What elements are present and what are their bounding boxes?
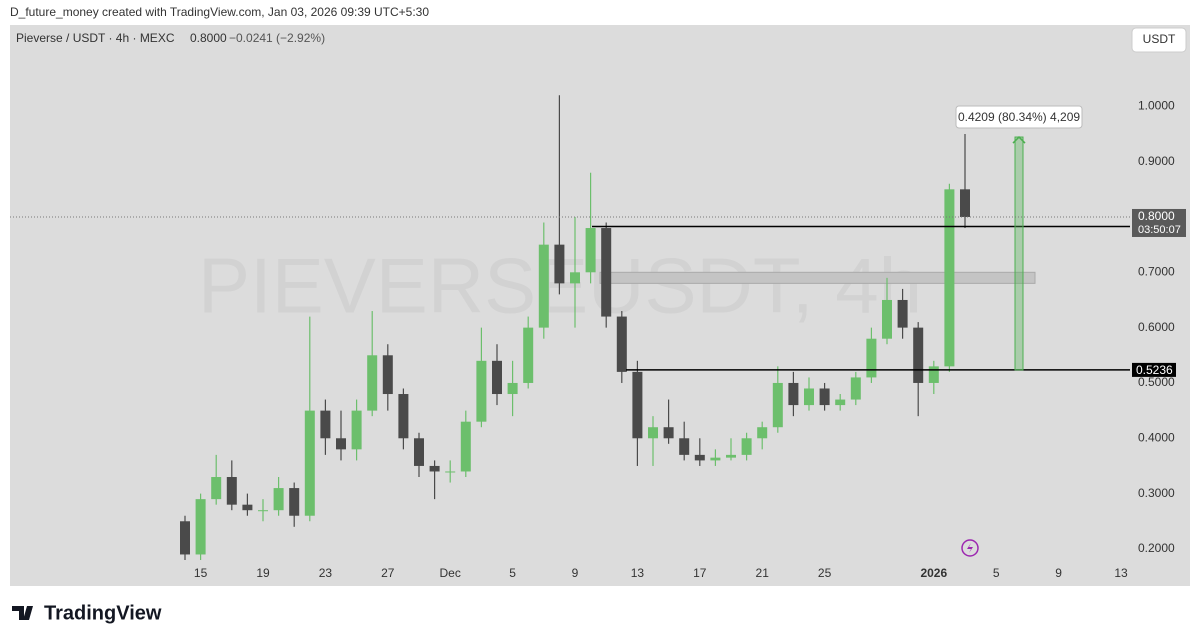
candle-body [460,421,471,472]
x-tick-label: 21 [756,566,770,580]
logo: TradingView [12,602,162,624]
footer: TradingView [44,602,162,624]
candle-body [897,299,908,328]
y-tick-label: 0.5000 [1138,375,1175,389]
candle-body [757,427,768,439]
x-tick-label: 13 [1114,566,1128,580]
x-tick-label: 25 [818,566,832,580]
x-tick-label: Dec [440,566,461,580]
header: D_future_money created with TradingView.… [10,5,429,19]
candle-body [819,388,830,406]
candle-body [429,465,440,472]
y-tick-label: 0.4000 [1138,430,1175,444]
candle-body [788,382,799,406]
x-tick-label: 19 [256,566,270,580]
candle-body [928,366,939,383]
candle-body [866,338,877,378]
candle-body [382,355,393,395]
candle-body [960,189,970,217]
candle-body [476,360,487,422]
candle-body [180,521,190,555]
candle-body [835,399,846,406]
candle-body [601,228,612,317]
candle-body [538,244,549,328]
x-tick-label: 13 [631,566,645,580]
candle-body [242,504,253,511]
candle-body [882,299,892,339]
candle-body [648,427,658,439]
candle-body [367,355,378,411]
candle-body [585,228,596,273]
countdown: 03:50:07 [1138,224,1181,236]
zone [599,271,1036,284]
event-icon[interactable] [961,539,979,557]
y-tick-label: 0.6000 [1138,320,1175,334]
logo-mark [12,606,33,620]
candle-body [336,438,346,450]
candle-body [507,382,518,395]
candle-body [694,454,705,461]
y-tick-label: 0.2000 [1138,541,1175,555]
x-tick-label: 5 [993,566,1000,580]
level-tag [1132,362,1176,377]
x-tick-label: 17 [693,566,707,580]
candle-body [570,272,580,284]
last-price: 0.8000 [190,31,227,45]
candle-body [398,394,409,439]
x-tick-label: 9 [1055,566,1062,580]
candle-body [772,382,783,428]
x-tick-label: 2026 [920,566,947,580]
candle-body [679,438,690,455]
candle-body [226,477,237,505]
candle-body [944,189,955,367]
candle-body [523,327,534,383]
x-tick-label: 9 [572,566,579,580]
candle-body [726,454,736,458]
last-price-tag [1132,208,1186,237]
candle-body [616,316,627,372]
x-tick-label: 5 [509,566,516,580]
candle-body [258,510,268,512]
candle-body [632,371,643,439]
candle-body [741,438,752,455]
candle-body [710,457,721,461]
measure-label: 0.4209 (80.34%) 4,209 [958,110,1080,124]
price-change: −0.0241 (−2.92%) [229,31,325,45]
level-label: 0.5236 [1136,363,1173,377]
candle-body [195,499,206,555]
candle-body [211,477,222,500]
last-price-axis-label: 0.8000 [1138,209,1175,223]
y-tick-label: 1.0000 [1138,99,1175,113]
candle-body [850,377,861,400]
candle-body [414,438,424,466]
candle-body [273,488,284,511]
candle-body [289,488,300,516]
x-tick-label: 23 [319,566,333,580]
candle-body [913,327,924,383]
y-tick-label: 0.3000 [1138,486,1175,500]
measure-range [1014,136,1024,371]
chart-title: Pieverse / USDT · 4h · MEXC [16,31,175,45]
x-tick-label: 27 [381,566,395,580]
currency-label[interactable]: USDT [1143,32,1176,46]
measure-tag [955,105,1083,129]
candle-body [351,410,362,450]
candle-body [804,388,814,406]
currency-button[interactable] [1131,27,1187,53]
candle-body [304,410,315,516]
event-bolt [967,543,973,553]
candle-body [320,410,331,439]
candle-body [663,427,674,439]
candle-body [492,360,502,395]
y-tick-label: 0.9000 [1138,154,1175,168]
candle-body [554,244,565,284]
measure-arrow [1012,135,1026,144]
y-tick-label: 0.7000 [1138,264,1175,278]
candle-body [445,471,456,473]
x-tick-label: 15 [194,566,208,580]
